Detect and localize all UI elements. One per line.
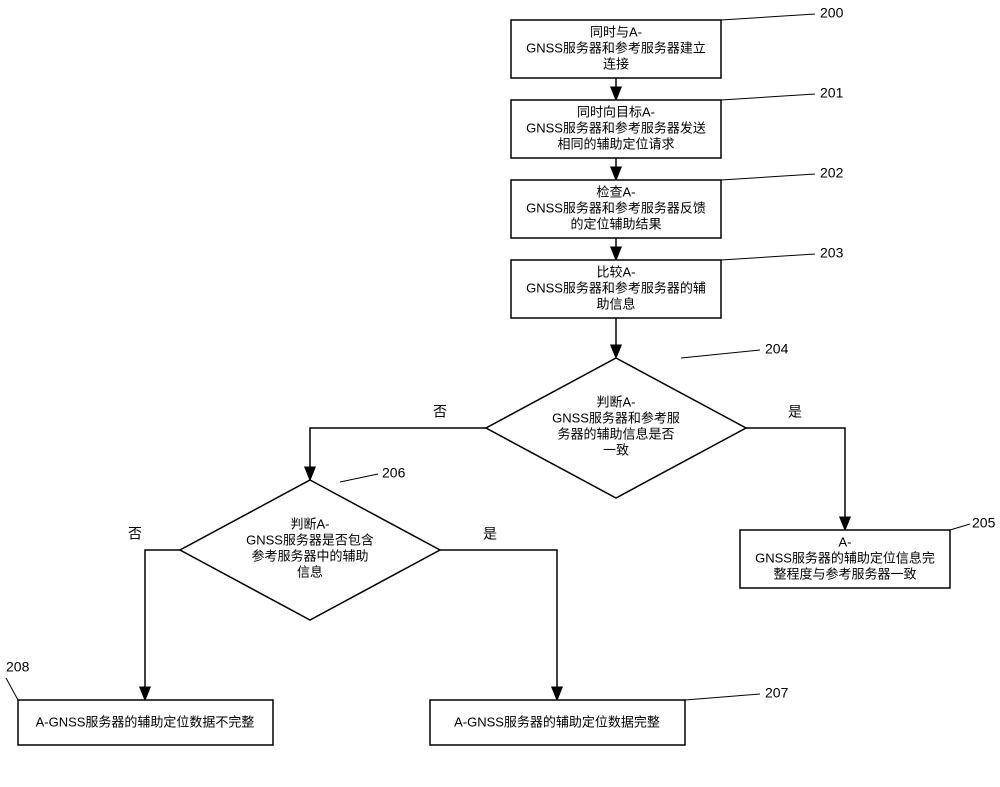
node-207-id: 207	[765, 685, 789, 701]
node-202-line2: GNSS服务器和参考服务器反馈	[526, 200, 706, 215]
flowchart-canvas: 同时与A- GNSS服务器和参考服务器建立 连接 200 同时向目标A- GNS…	[0, 0, 1000, 787]
node-204-line2: GNSS服务器和参考服	[552, 410, 680, 425]
node-204: 判断A- GNSS服务器和参考服 务器的辅助信息是否 一致 204	[486, 341, 789, 498]
edge-204-205	[746, 428, 845, 530]
node-208: A-GNSS服务器的辅助定位数据不完整 208	[6, 659, 273, 745]
node-206: 判断A- GNSS服务器是否包含 参考服务器中的辅助 信息 206	[180, 465, 440, 620]
node-206-line3: 参考服务器中的辅助	[251, 548, 368, 563]
node-208-id: 208	[6, 659, 30, 675]
node-201-line3: 相同的辅助定位请求	[557, 136, 674, 151]
node-200-line3: 连接	[603, 56, 629, 71]
node-205-id: 205	[972, 515, 996, 531]
node-207: A-GNSS服务器的辅助定位数据完整 207	[430, 685, 789, 745]
edge-206-207	[440, 550, 557, 700]
node-203-id: 203	[820, 245, 844, 261]
node-208-line1: A-GNSS服务器的辅助定位数据不完整	[36, 714, 255, 729]
node-204-line4: 一致	[603, 442, 629, 457]
node-200-line1: 同时与A-	[590, 24, 642, 39]
node-202-line3: 的定位辅助结果	[570, 216, 661, 231]
node-200-id: 200	[820, 5, 844, 21]
node-206-line1: 判断A-	[290, 516, 329, 531]
node-200-line2: GNSS服务器和参考服务器建立	[526, 40, 706, 55]
edge-206-no-label: 否	[128, 526, 142, 542]
node-202-id: 202	[820, 165, 844, 181]
node-201-line2: GNSS服务器和参考服务器发送	[526, 120, 706, 135]
node-205-line2: GNSS服务器的辅助定位信息完	[755, 550, 935, 565]
node-207-line1: A-GNSS服务器的辅助定位数据完整	[454, 714, 660, 729]
node-206-id: 206	[382, 465, 406, 481]
node-203-line2: GNSS服务器和参考服务器的辅	[526, 280, 706, 295]
node-206-line4: 信息	[297, 564, 323, 579]
node-203: 比较A- GNSS服务器和参考服务器的辅 助信息 203	[511, 245, 844, 318]
node-204-line3: 务器的辅助信息是否	[557, 426, 674, 441]
node-205: A- GNSS服务器的辅助定位信息完 整程度与参考服务器一致 205	[740, 515, 996, 588]
node-206-line2: GNSS服务器是否包含	[246, 532, 374, 547]
node-202: 检查A- GNSS服务器和参考服务器反馈 的定位辅助结果 202	[511, 165, 844, 238]
node-203-line1: 比较A-	[596, 264, 635, 279]
edge-204-yes-label: 是	[788, 404, 802, 420]
edge-204-no-label: 否	[433, 404, 447, 420]
node-201-id: 201	[820, 85, 844, 101]
node-201: 同时向目标A- GNSS服务器和参考服务器发送 相同的辅助定位请求 201	[511, 85, 844, 158]
node-202-line1: 检查A-	[596, 184, 635, 199]
node-200: 同时与A- GNSS服务器和参考服务器建立 连接 200	[511, 5, 844, 78]
node-204-line1: 判断A-	[596, 394, 635, 409]
edge-206-yes-label: 是	[483, 526, 497, 542]
node-205-line3: 整程度与参考服务器一致	[773, 566, 916, 581]
node-201-line1: 同时向目标A-	[577, 104, 655, 119]
edge-206-208	[145, 550, 180, 700]
node-203-line3: 助信息	[596, 296, 635, 311]
node-204-id: 204	[765, 341, 789, 357]
node-205-line1: A-	[839, 534, 852, 549]
